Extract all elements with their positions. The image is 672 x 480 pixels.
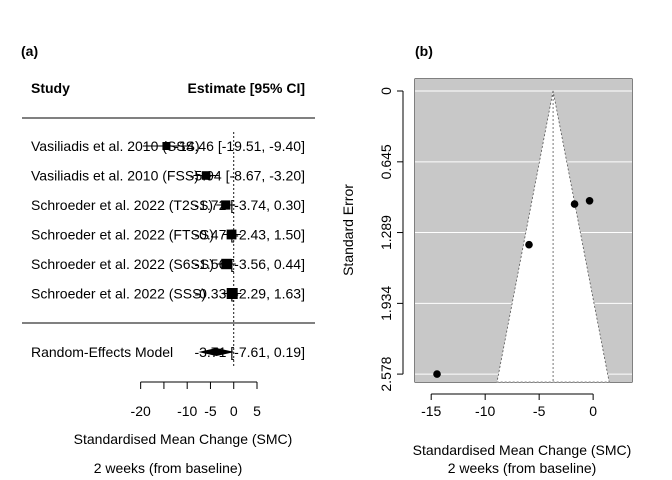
study-estimate-marker [162, 142, 171, 150]
study-label: Vasiliadis et al. 2010 (SSS) [31, 138, 200, 154]
forest-study-row: Schroeder et al. 2022 (FTSS)-0.47 [-2.43… [31, 227, 305, 243]
funnel-plot-panel: (b) -15 -10 -5 0 0 0.645 1.289 1.934 2.578 Stand… [340, 43, 633, 476]
forest-tick-label: 0 [230, 403, 238, 419]
funnel-sublabel: 2 weeks (from baseline) [448, 460, 597, 476]
study-label: Schroeder et al. 2022 (SSS) [31, 286, 206, 302]
study-ci-text: -0.33 [-2.29, 1.63] [194, 286, 305, 302]
study-ci-text: -0.47 [-2.43, 1.50] [194, 227, 305, 243]
funnel-y-tick-label: 0.645 [378, 144, 394, 179]
funnel-y-tick-label: 1.934 [378, 286, 394, 321]
forest-tick-label: -20 [131, 403, 151, 419]
funnel-y-tick-label: 2.578 [378, 356, 394, 391]
study-label: Schroeder et al. 2022 (S6SS) [31, 256, 214, 272]
forest-study-row: Schroeder et al. 2022 (SSS)-0.33 [-2.29,… [31, 286, 305, 302]
forest-x-axis: -20 -10 -5 0 5 [131, 381, 261, 419]
study-label: Vasiliadis et al. 2010 (FSS) [31, 168, 199, 184]
funnel-point [570, 200, 579, 208]
funnel-y-tick-label: 1.289 [378, 215, 394, 250]
forest-plot-panel: (a) Study Estimate [95% CI] Vasiliadis e… [21, 43, 315, 476]
funnel-point [585, 197, 594, 205]
study-estimate-marker [221, 258, 232, 270]
study-label: Schroeder et al. 2022 (T2SS) [31, 197, 213, 213]
study-estimate-marker [201, 171, 211, 180]
study-ci-text: -1.72 [-3.74, 0.30] [194, 197, 305, 213]
forest-tick-label: -5 [204, 403, 217, 419]
forest-tick-label: 5 [253, 403, 261, 419]
funnel-x-tick-label: 0 [589, 403, 597, 419]
funnel-axes: -15 -10 -5 0 0 0.645 1.289 1.934 2.578 [378, 87, 597, 419]
forest-study-row: Schroeder et al. 2022 (T2SS)-1.72 [-3.74… [31, 197, 305, 213]
funnel-y-axis-label: Standard Error [340, 184, 356, 276]
forest-x-axis-label: Standardised Mean Change (SMC) [74, 431, 293, 447]
funnel-x-axis-label: Standardised Mean Change (SMC) [413, 442, 632, 458]
study-ci-text: -14.46 [-19.51, -9.40] [174, 138, 305, 154]
funnel-x-tick-label: -10 [475, 403, 495, 419]
forest-sublabel: 2 weeks (from baseline) [94, 460, 243, 476]
estimate-column-header: Estimate [95% CI] [188, 80, 305, 96]
forest-rows: Vasiliadis et al. 2010 (SSS)-14.46 [-19.… [31, 138, 305, 302]
study-column-header: Study [31, 80, 70, 96]
study-label: Schroeder et al. 2022 (FTSS) [31, 227, 214, 243]
study-estimate-marker [226, 288, 238, 299]
forest-study-row: Schroeder et al. 2022 (S6SS)-1.56 [-3.56… [31, 256, 305, 272]
funnel-x-tick-label: -5 [533, 403, 546, 419]
summary-ci-text: -3.71 [-7.61, 0.19] [194, 344, 305, 360]
study-estimate-marker [221, 200, 231, 210]
funnel-point [433, 370, 441, 378]
funnel-points [433, 197, 594, 378]
forest-study-row: Vasiliadis et al. 2010 (SSS)-14.46 [-19.… [31, 138, 305, 154]
study-ci-text: -5.94 [-8.67, -3.20] [190, 168, 305, 184]
funnel-y-tick-label: 0 [378, 87, 394, 95]
forest-tick-label: -10 [177, 403, 197, 419]
funnel-point [525, 240, 533, 249]
summary-diamond [198, 348, 235, 356]
panel-a-label: (a) [21, 43, 38, 59]
study-ci-text: -1.56 [-3.56, 0.44] [194, 256, 305, 272]
summary-row: Random-Effects Model -3.71 [-7.61, 0.19] [31, 344, 305, 360]
study-estimate-marker [226, 229, 237, 240]
forest-study-row: Vasiliadis et al. 2010 (FSS)-5.94 [-8.67… [31, 168, 305, 184]
summary-label: Random-Effects Model [31, 344, 173, 360]
panel-b-label: (b) [415, 43, 433, 59]
funnel-x-tick-label: -15 [421, 403, 441, 419]
